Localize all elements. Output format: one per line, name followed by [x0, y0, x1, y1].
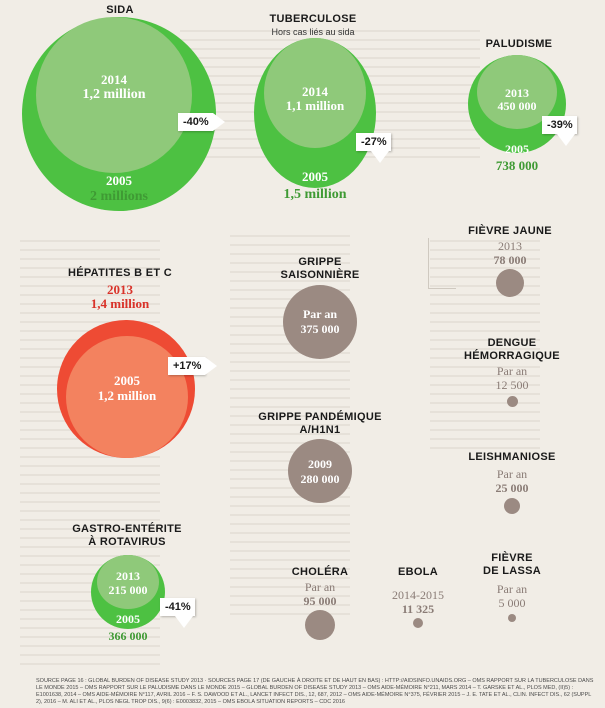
lassa-circle — [508, 614, 516, 622]
fievre-jaune-label: FIÈVRE JAUNE — [468, 225, 552, 237]
dengue-circle — [507, 396, 518, 407]
arrow-icon — [212, 113, 225, 131]
grippe-pandemique-year: 2009 — [308, 457, 332, 471]
leishmaniose-label: LEISHMANIOSE — [468, 451, 556, 463]
dengue-per-year: Par an — [496, 364, 528, 378]
sida-change-badge: -40% — [178, 113, 225, 131]
lassa-value: 5 000 — [498, 596, 526, 610]
rotavirus-year-2005: 2005 — [116, 612, 140, 626]
tuberculose-year-2005: 2005 — [302, 169, 328, 184]
leishmaniose-value: 25 000 — [495, 481, 529, 495]
ebola-label: EBOLA — [398, 566, 438, 578]
hepatites-label: HÉPATITES B ET C — [67, 267, 172, 279]
grippe-saisonniere-circle — [283, 285, 357, 359]
leishmaniose-circle — [504, 498, 520, 514]
paludisme-label: PALUDISME — [485, 38, 553, 50]
ebola-circle — [413, 618, 423, 628]
dengue-value: 12 500 — [495, 378, 529, 392]
dengue-label-line2: HÉMORRAGIQUE — [464, 350, 560, 362]
hepatites-year-2013: 2013 — [107, 282, 133, 297]
dengue-label-line1: DENGUE — [487, 337, 537, 349]
ebola-value: 11 325 — [401, 602, 435, 616]
grippe-saisonniere-label-line1: GRIPPE — [298, 256, 342, 268]
rotavirus-change-value: -41% — [165, 601, 191, 613]
cholera-label: CHOLÉRA — [291, 566, 349, 578]
rotavirus-label-line2: À ROTAVIRUS — [88, 536, 166, 548]
paludisme-year-2013: 2013 — [505, 86, 529, 100]
grippe-saisonniere-value: 375 000 — [300, 322, 340, 336]
arrow-icon — [174, 616, 193, 628]
source-footnote: SOURCE PAGE 16 : GLOBAL BURDEN OF DISEAS… — [36, 678, 594, 705]
tuberculose-label: TUBERCULOSE — [269, 13, 357, 25]
fievre-jaune-circle — [496, 269, 524, 297]
arrow-icon — [556, 134, 575, 146]
tuberculose-2014-circle — [264, 38, 366, 148]
sida-2014-circle — [36, 17, 192, 173]
cholera-value: 95 000 — [303, 594, 337, 608]
arrow-icon — [370, 151, 389, 163]
grippe-saisonniere-label-line2: SAISONNIÈRE — [280, 269, 360, 281]
grippe-pandemique-label-line2: A/H1N1 — [299, 424, 341, 436]
sida-value-2014: 1,2 million — [82, 87, 146, 102]
arrow-icon — [205, 357, 218, 375]
fievre-jaune-value: 78 000 — [493, 253, 527, 267]
tuberculose-change-badge: -27% — [356, 133, 391, 163]
lassa-label-line1: FIÈVRE — [491, 552, 533, 564]
tuberculose-year-2014: 2014 — [302, 84, 328, 99]
grippe-pandemique-circle — [288, 439, 352, 503]
paludisme-value-2013: 450 000 — [497, 99, 537, 113]
paludisme-value-2005: 738 000 — [495, 158, 539, 173]
ebola-years: 2014-2015 — [392, 588, 444, 602]
cholera-circle — [305, 610, 335, 640]
sida-year-2014: 2014 — [101, 72, 127, 87]
hepatites-value-2013: 1,4 million — [90, 296, 150, 311]
paludisme-change-badge: -39% — [542, 116, 577, 146]
rotavirus-year-2013: 2013 — [116, 569, 140, 583]
grippe-saisonniere-per-year: Par an — [302, 307, 338, 321]
rotavirus-value-2005: 366 000 — [108, 629, 148, 643]
fievre-jaune-year: 2013 — [498, 239, 522, 253]
tuberculose-value-2014: 1,1 million — [285, 98, 345, 113]
sida-value-2005: 2 millions — [90, 189, 148, 204]
hepatites-change-badge: +17% — [168, 357, 218, 375]
sida-change-value: -40% — [183, 116, 209, 128]
divider — [428, 238, 429, 288]
hepatites-change-value: +17% — [173, 360, 202, 372]
grippe-pandemique-value: 280 000 — [300, 472, 340, 486]
grippe-pandemique-label-line1: GRIPPE PANDÉMIQUE — [258, 411, 382, 423]
hepatites-year-2005: 2005 — [114, 373, 140, 388]
tuberculose-sublabel: Hors cas liés au sida — [271, 27, 355, 37]
tuberculose-change-value: -27% — [361, 136, 387, 148]
divider — [428, 288, 456, 289]
paludisme-year-2005: 2005 — [505, 142, 529, 156]
rotavirus-label-line1: GASTRO-ENTÉRITE — [72, 523, 182, 535]
leishmaniose-per-year: Par an — [496, 467, 528, 481]
sida-year-2005: 2005 — [106, 173, 132, 188]
lassa-label-line2: DE LASSA — [482, 565, 542, 577]
hepatites-2005-circle — [66, 336, 188, 458]
hepatites-value-2005: 1,2 million — [97, 388, 157, 403]
cholera-per-year: Par an — [304, 580, 336, 594]
lassa-per-year: Par an — [496, 582, 528, 596]
paludisme-change-value: -39% — [547, 119, 573, 131]
sida-label: SIDA — [106, 4, 134, 16]
rotavirus-change-badge: -41% — [160, 598, 195, 628]
rotavirus-2013-circle — [97, 555, 159, 609]
tuberculose-value-2005: 1,5 million — [283, 187, 347, 202]
rotavirus-value-2013: 215 000 — [108, 583, 148, 597]
